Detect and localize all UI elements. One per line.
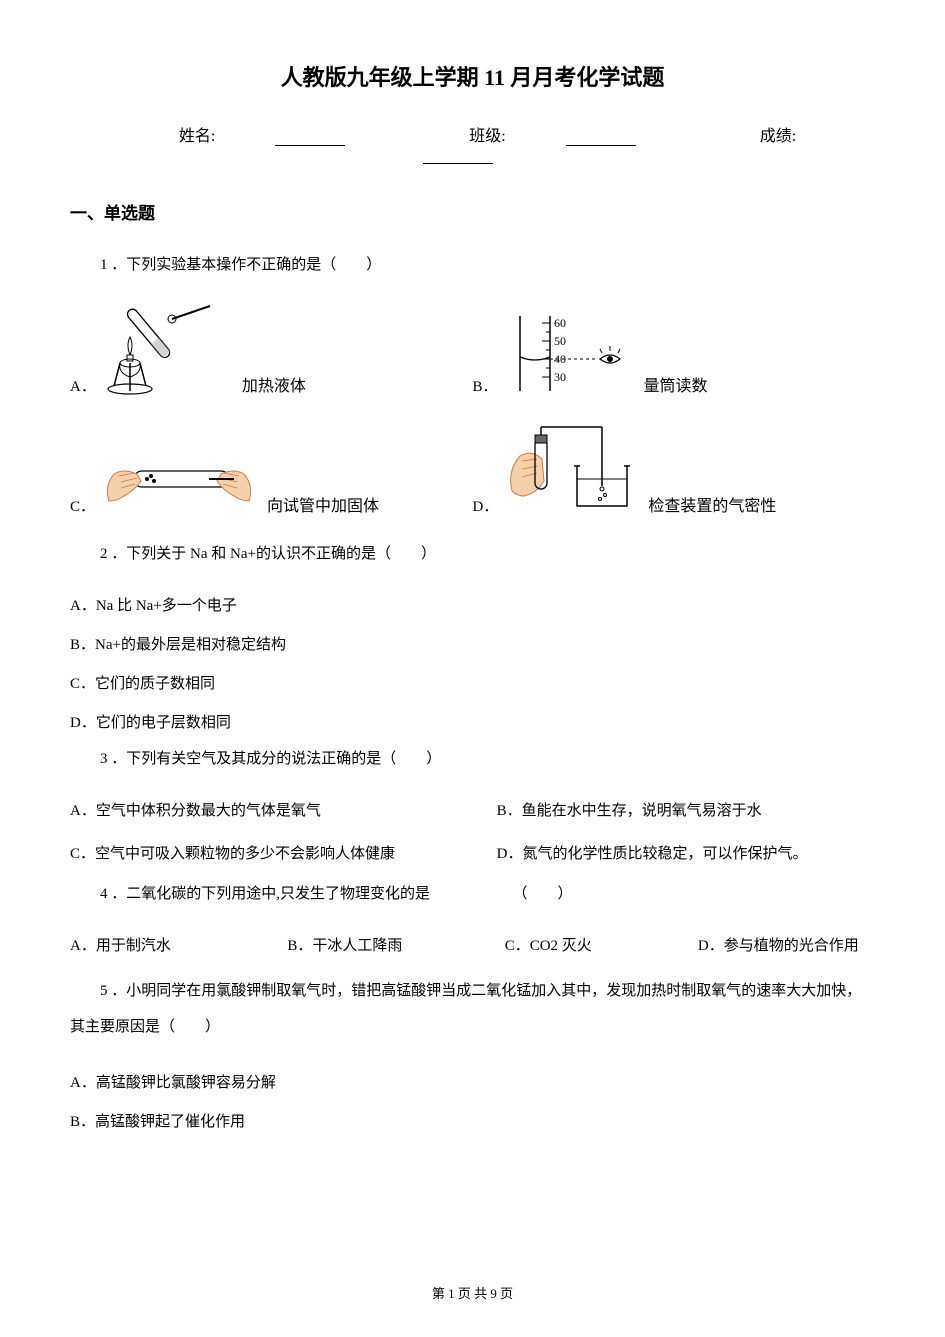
q4-option-b: B．干冰人工降雨 [287,930,504,963]
q3-option-c: C．空气中可吸入颗粒物的多少不会影响人体健康 [70,838,497,871]
q4-stem: 4 ．二氧化碳的下列用途中,只发生了物理变化的是 （ ） [70,881,875,908]
q2-option-d: D．它们的电子层数相同 [70,707,875,740]
q1-diagram-a-heating-liquid [100,301,230,396]
q1-b-label: B． [473,375,498,396]
q1-a-label: A． [70,375,96,396]
q1-options-row1: A． [70,301,875,396]
svg-text:50: 50 [554,334,566,348]
svg-text:30: 30 [554,370,566,384]
q1-diagram-d-airtightness [502,421,642,516]
student-info-row: 姓名: 班级: 成绩: [70,122,875,164]
q1-option-d: D． [473,421,876,516]
q1-option-b: B． 60 50 40 30 [473,311,876,396]
q3-stem: 3 ．下列有关空气及其成分的说法正确的是（ ） [70,746,875,773]
q2-option-a: A．Na 比 Na+多一个电子 [70,590,875,623]
q1-c-label: C． [70,495,95,516]
q1-a-text: 加热液体 [242,372,306,396]
q3-option-a: A．空气中体积分数最大的气体是氧气 [70,795,497,828]
class-label: 班级: [439,128,665,145]
q2-option-c: C．它们的质子数相同 [70,668,875,701]
q4-options: A．用于制汽水 B．干冰人工降雨 C．CO2 灭火 D．参与植物的光合作用 [70,930,875,963]
q1-c-text: 向试管中加固体 [267,492,379,516]
q3-option-b: B．鱼能在水中生存，说明氧气易溶于水 [497,795,875,828]
q3-row1: A．空气中体积分数最大的气体是氧气 B．鱼能在水中生存，说明氧气易溶于水 [70,795,875,828]
q3-option-d: D．氮气的化学性质比较稳定，可以作保护气。 [497,838,875,871]
q2-stem: 2 ．下列关于 Na 和 Na+的认识不正确的是（ ） [70,541,875,568]
q1-d-label: D． [473,495,499,516]
q5-option-a: A．高锰酸钾比氯酸钾容易分解 [70,1067,875,1100]
q1-option-c: C． 向试管中加固体 [70,446,473,516]
svg-text:60: 60 [554,316,566,330]
class-blank[interactable] [566,130,636,146]
section-1-header: 一、单选题 [70,199,875,224]
q1-diagram-c-add-solid [99,446,259,516]
q1-diagram-b-cylinder-reading: 60 50 40 30 [502,311,632,396]
q1-stem: 1 ．下列实验基本操作不正确的是（ ） [70,252,875,279]
exam-title: 人教版九年级上学期 11 月月考化学试题 [70,60,875,92]
q4-option-c: C．CO2 灭火 [505,930,698,963]
q1-b-text: 量筒读数 [644,372,708,396]
q1-d-text: 检查装置的气密性 [648,492,776,516]
q2-option-b: B．Na+的最外层是相对稳定结构 [70,629,875,662]
q3-row2: C．空气中可吸入颗粒物的多少不会影响人体健康 D．氮气的化学性质比较稳定，可以作… [70,838,875,871]
q4-option-a: A．用于制汽水 [70,930,287,963]
q1-option-a: A． [70,301,473,396]
page-footer: 第 1 页 共 9 页 [0,1283,945,1302]
q5-option-b: B．高锰酸钾起了催化作用 [70,1106,875,1139]
q1-options-row2: C． 向试管中加固体 D． [70,421,875,516]
score-blank[interactable] [423,148,493,164]
q4-option-d: D．参与植物的光合作用 [698,930,875,963]
name-label: 姓名: [149,128,375,145]
q5-stem: 5 ．小明同学在用氯酸钾制取氧气时，错把高锰酸钾当成二氧化锰加入其中，发现加热时… [70,973,875,1045]
name-blank[interactable] [275,130,345,146]
